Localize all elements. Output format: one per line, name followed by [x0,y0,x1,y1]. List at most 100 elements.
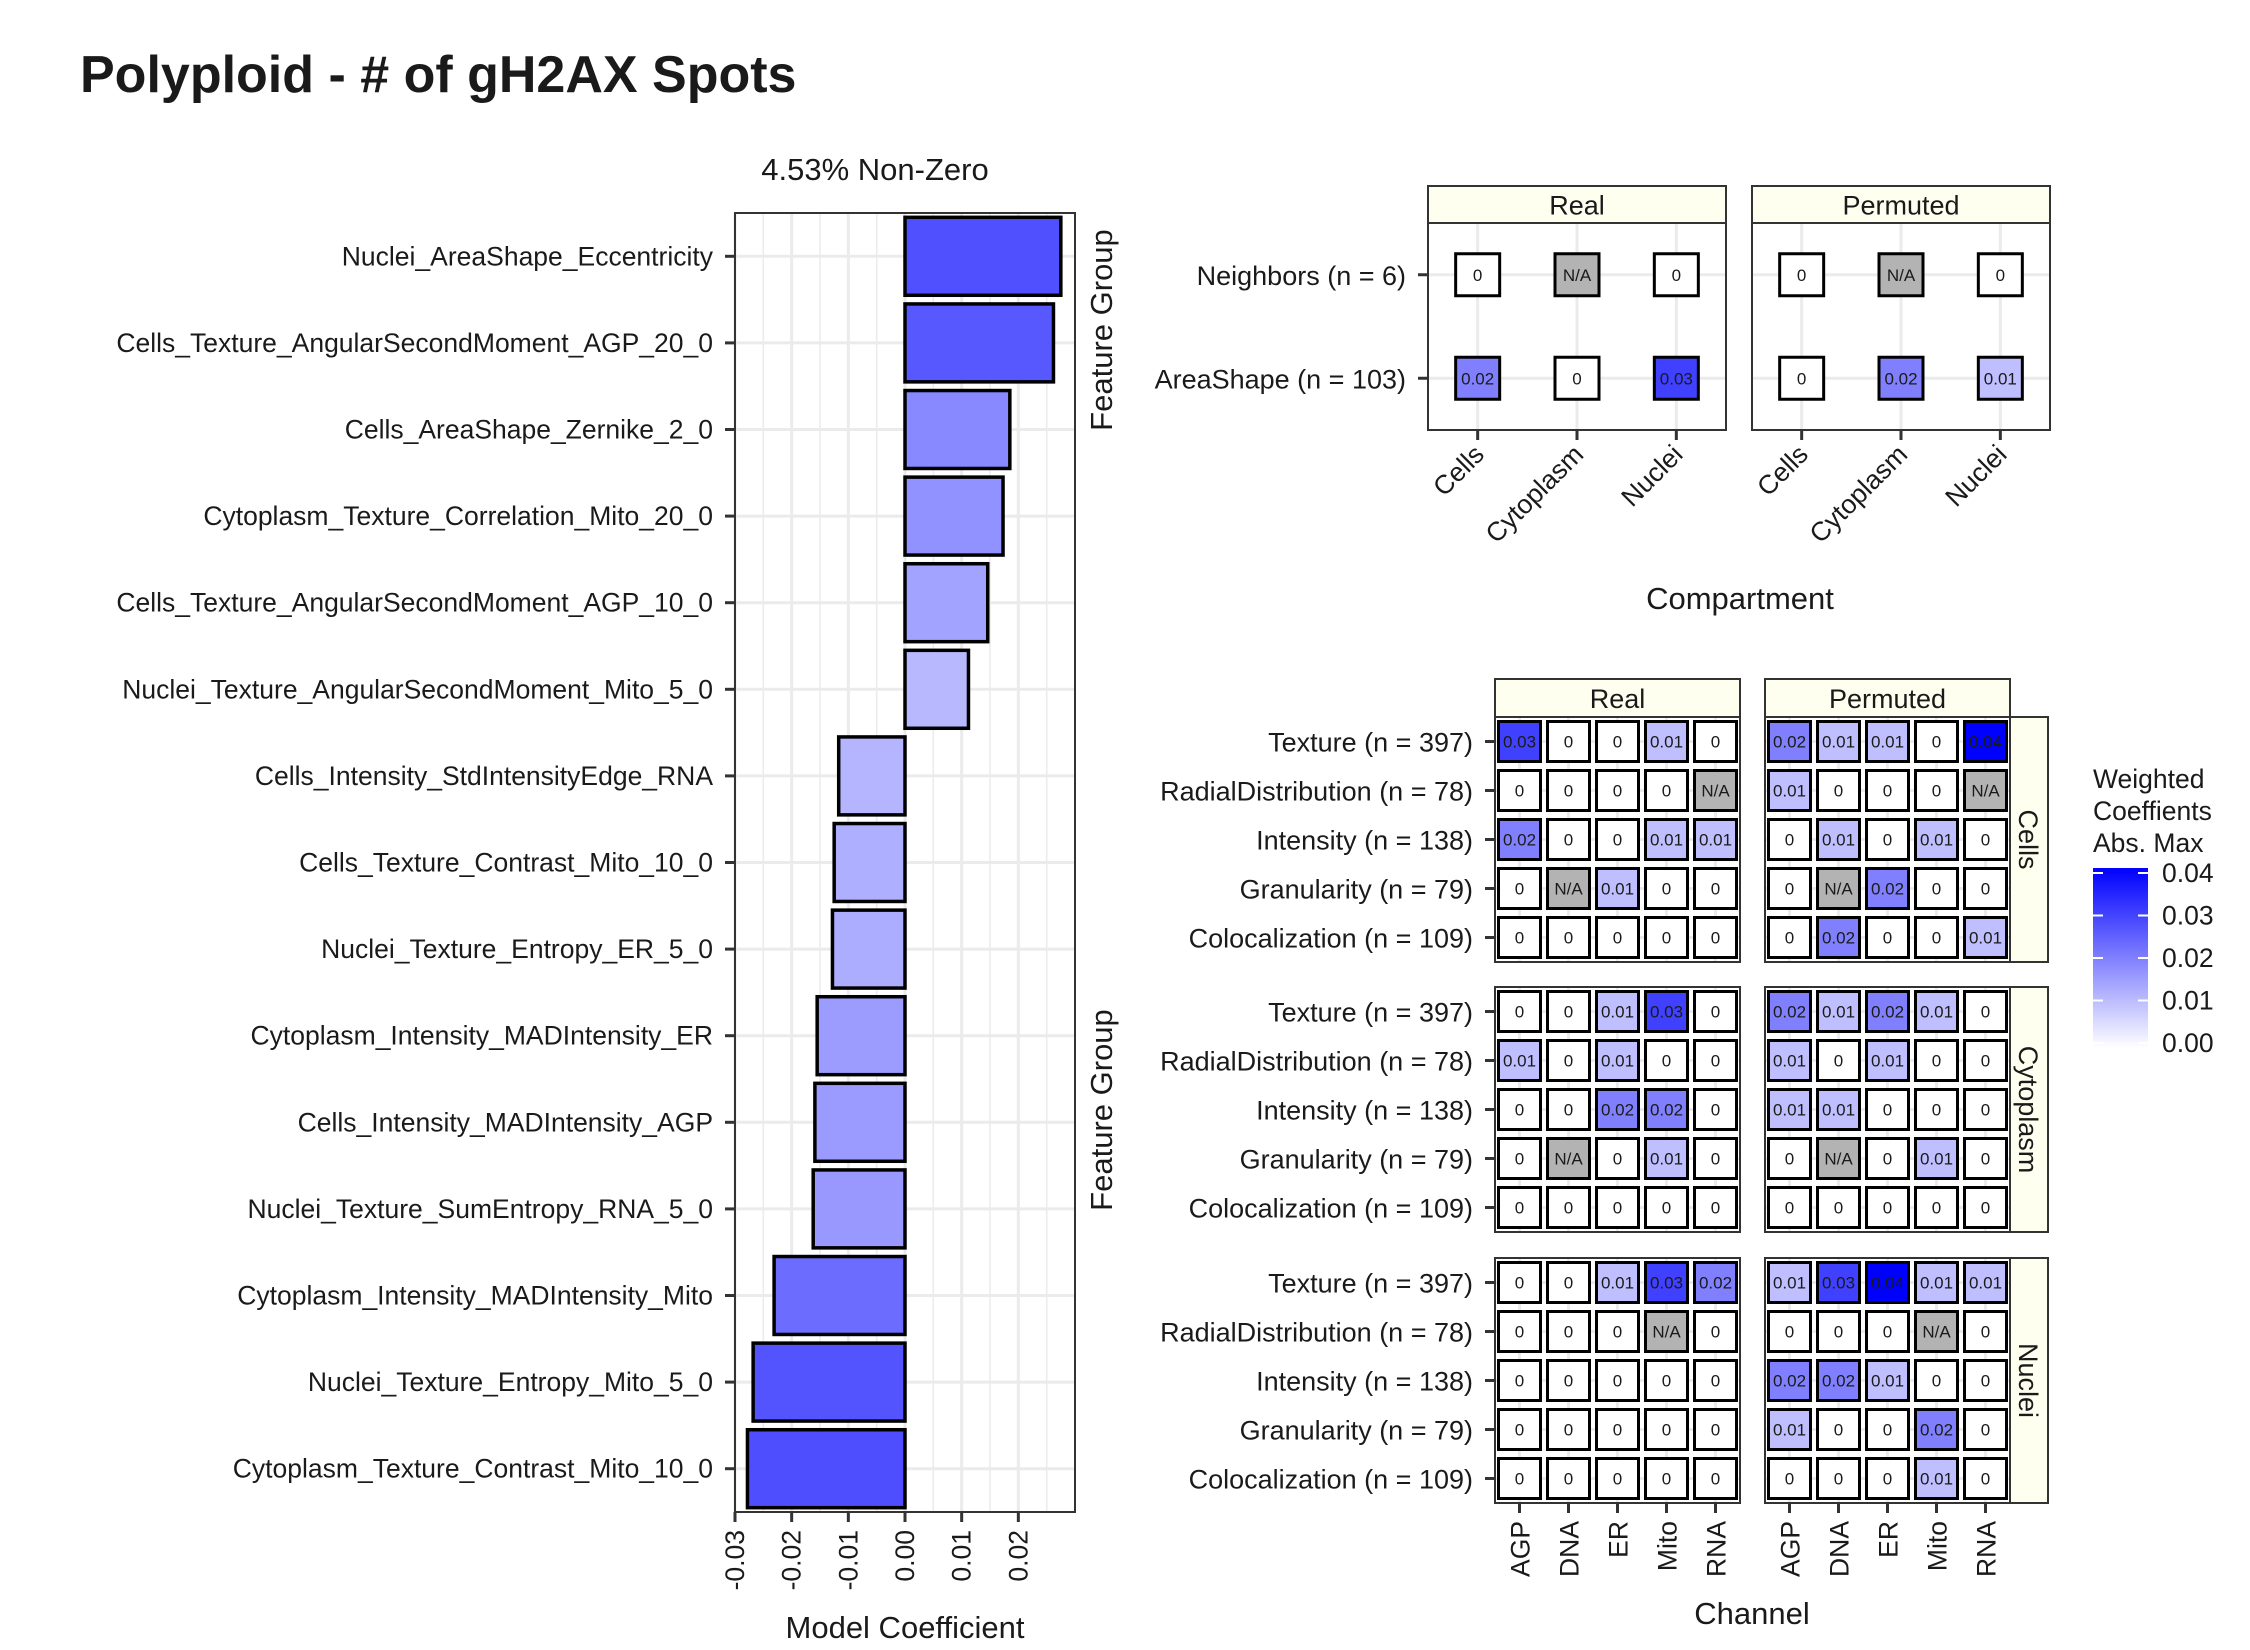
heatmap-cell [1497,1310,1542,1353]
facet-label: Nuclei [2013,1343,2043,1418]
y-tick-label: Cells_AreaShape_Zernike_2_0 [345,415,713,445]
heatmap-cell [1816,990,1861,1033]
y-tick-label: Cells_Intensity_MADIntensity_AGP [298,1107,713,1137]
cell-value: 0 [1662,1052,1671,1071]
heatmap-cell [1693,1408,1738,1451]
cell-value: 0 [1785,1199,1794,1218]
heatmap-cell [1546,1186,1591,1229]
x-tick-label: AGP [1776,1521,1806,1577]
heatmap-cell [1778,355,1826,401]
heatmap-cell [1767,1310,1812,1353]
cell-value: 0 [1515,929,1524,948]
cell-value: 0 [1785,1323,1794,1342]
heatmap-cell [1693,769,1738,812]
bar [903,561,990,644]
cell-value: 0 [1564,1052,1573,1071]
heatmap-cell [1816,1186,1861,1229]
x-axis-title: Channel [1694,1596,1809,1631]
cell-value: 0 [1932,733,1941,752]
heatmap-cell [1816,1261,1861,1304]
heatmap-cell [1595,769,1640,812]
x-tick-label: ER [1874,1521,1904,1558]
cell-value: 0 [1515,1421,1524,1440]
heatmap-cell [1816,818,1861,861]
cell-value: 0 [1613,733,1622,752]
heatmap-cell [1963,769,2008,812]
x-axis-title: Compartment [1646,581,1834,616]
heatmap-cell [1767,1359,1812,1402]
cell-value: 0 [1564,1323,1573,1342]
facet-strip [2009,1257,2049,1504]
heatmap-cell [1595,818,1640,861]
cell-value: 0.01 [1822,831,1855,850]
cell-value: 0.01 [1650,733,1683,752]
facet-label: Real [1549,191,1605,221]
heatmap-cell [1595,867,1640,910]
y-axis-title: Feature Group [1084,1009,1119,1211]
cell-value: 0 [1613,831,1622,850]
facet-strip [2009,716,2049,963]
heatmap-cell [1914,818,1959,861]
x-tick-label: RNA [1702,1521,1732,1577]
cell-value: 0.02 [1503,831,1536,850]
heatmap-cell [1644,1088,1689,1131]
heatmap-cell [1767,1408,1812,1451]
cell-value: 0 [1613,1470,1622,1489]
cell-value: 0.02 [1871,880,1904,899]
x-tick-label: Mito [1923,1521,1953,1571]
heatmap-cell [1963,720,2008,763]
heatmap-cell [1976,355,2024,401]
cell-value: 0 [1834,1470,1843,1489]
heatmap-cell [1816,1310,1861,1353]
cell-value: 0.01 [1503,1052,1536,1071]
heatmap-cell [1865,1457,1910,1500]
heatmap-cell [1497,867,1542,910]
heatmap-cell [1865,1039,1910,1082]
cell-value: 0.04 [1969,733,2002,752]
cell-value: 0 [1613,1150,1622,1169]
heatmap-cell [1914,990,1959,1033]
legend-tick-label: 0.04 [2162,858,2214,888]
heatmap-cell [1865,769,1910,812]
heatmap-cell [1546,1359,1591,1402]
cell-value: 0 [1797,266,1806,285]
heatmap-cell [1865,1088,1910,1131]
cell-value: 0.01 [1773,1101,1806,1120]
cell-value: 0 [1883,1470,1892,1489]
y-tick-label: Cytoplasm_Texture_Correlation_Mito_20_0 [203,501,713,531]
cell-value: 0.02 [1773,1372,1806,1391]
heatmap-cell [1914,1359,1959,1402]
cell-value: 0 [1564,1470,1573,1489]
bar [745,1427,907,1510]
heatmap-cell [1497,720,1542,763]
heatmap-cell [1595,916,1640,959]
cell-value: 0.03 [1650,1274,1683,1293]
heatmap-cell [1546,1088,1591,1131]
heatmap-cell [1693,1310,1738,1353]
cell-value: 0.04 [1871,1274,1904,1293]
heatmap-cell [1914,867,1959,910]
heatmap-cell [1914,1408,1959,1451]
cell-value: 0 [1932,880,1941,899]
y-tick-label: Granularity (n = 79) [1240,1145,1473,1175]
cell-value: 0 [1515,1199,1524,1218]
y-tick-label: Cytoplasm_Texture_Contrast_Mito_10_0 [233,1454,713,1484]
heatmap-cell [1546,818,1591,861]
bar [815,994,907,1077]
heatmap-cell [1497,1261,1542,1304]
heatmap-cell [1546,1408,1591,1451]
heatmap-cell [1963,1408,2008,1451]
legend-title: Abs. Max [2093,828,2203,858]
cell-value: 0.01 [1871,733,1904,752]
cell-value: N/A [1554,1150,1583,1169]
heatmap-cell [1546,867,1591,910]
cell-value: 0 [1564,831,1573,850]
cell-value: 0 [1572,369,1581,388]
cell-value: 0 [1996,266,2005,285]
heatmap-cell [1652,252,1700,298]
heatmap-cell [1693,1359,1738,1402]
heatmap-cell [1546,916,1591,959]
y-tick-label: Nuclei_Texture_Entropy_Mito_5_0 [308,1367,713,1397]
y-axis-title: Feature Group [1084,229,1119,431]
